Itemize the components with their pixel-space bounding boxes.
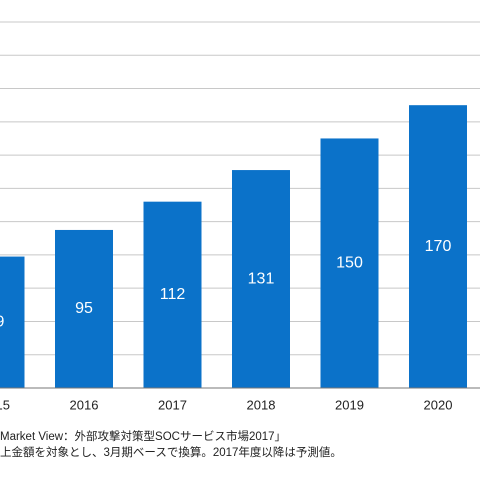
x-tick-label: 2015 xyxy=(0,397,10,412)
bar xyxy=(409,105,467,388)
bar xyxy=(143,201,202,388)
value-label: 79 xyxy=(0,314,5,331)
value-label: 95 xyxy=(75,300,93,317)
bar xyxy=(0,256,25,388)
value-label: 131 xyxy=(248,270,275,287)
source-note: Market View：外部攻撃対策型SOCサービス市場2017」 xyxy=(0,429,286,443)
value-label: 150 xyxy=(336,254,363,271)
value-label: 170 xyxy=(425,238,452,255)
x-tick-label: 2018 xyxy=(247,397,276,412)
bar xyxy=(320,138,379,388)
bar xyxy=(232,170,290,388)
x-tick-label: 2019 xyxy=(335,397,364,412)
value-label: 112 xyxy=(160,286,186,303)
x-tick-label: 2020 xyxy=(424,397,453,412)
footnote: 上金額を対象とし、3月期ベースで換算。2017年度以降は予測値。 xyxy=(0,445,342,459)
x-tick-label: 2017 xyxy=(158,397,187,412)
x-tick-label: 2016 xyxy=(70,397,99,412)
bar xyxy=(55,229,113,388)
